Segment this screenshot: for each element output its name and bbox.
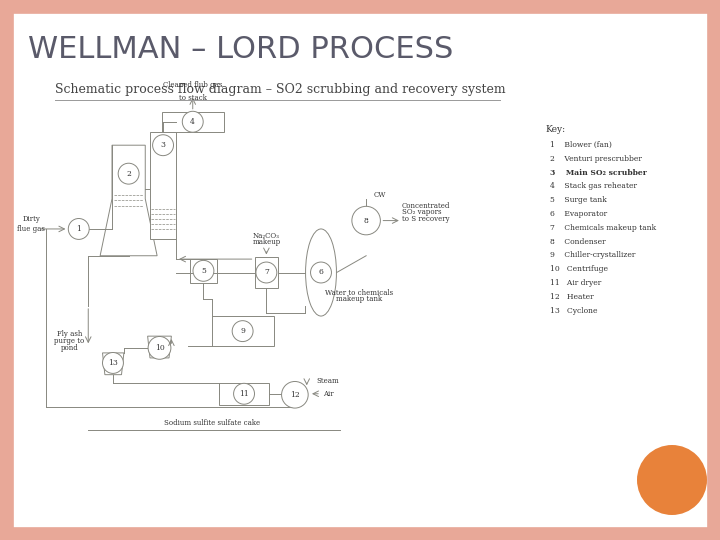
Text: Air: Air xyxy=(323,390,334,398)
Circle shape xyxy=(352,206,380,235)
Text: 9    Chiller-crystallizer: 9 Chiller-crystallizer xyxy=(550,252,635,259)
Text: 5    Surge tank: 5 Surge tank xyxy=(550,196,607,204)
Text: 2: 2 xyxy=(126,170,131,178)
Circle shape xyxy=(232,321,253,342)
Circle shape xyxy=(233,383,254,404)
Ellipse shape xyxy=(305,229,336,316)
Text: Dirty: Dirty xyxy=(22,215,40,223)
Text: 10   Centrifuge: 10 Centrifuge xyxy=(550,265,608,273)
Text: 6    Evaporator: 6 Evaporator xyxy=(550,210,607,218)
Text: 13: 13 xyxy=(108,359,118,367)
Text: CW: CW xyxy=(373,192,386,199)
Text: Schematic process flow diagram – SO2 scrubbing and recovery system: Schematic process flow diagram – SO2 scr… xyxy=(55,84,505,97)
Text: WELLMAN – LORD PROCESS: WELLMAN – LORD PROCESS xyxy=(28,36,454,64)
Text: 9: 9 xyxy=(240,327,245,335)
Text: makeup: makeup xyxy=(252,238,281,246)
Text: 8    Condenser: 8 Condenser xyxy=(550,238,606,246)
Text: 5: 5 xyxy=(201,267,206,275)
Circle shape xyxy=(102,353,123,373)
Circle shape xyxy=(148,336,171,359)
Text: 12   Heater: 12 Heater xyxy=(550,293,593,301)
Bar xyxy=(219,383,269,405)
Text: 6: 6 xyxy=(318,268,323,276)
Circle shape xyxy=(68,219,89,239)
Text: Na₂CO₃: Na₂CO₃ xyxy=(253,232,280,240)
Text: 2    Venturi prescrubber: 2 Venturi prescrubber xyxy=(550,155,642,163)
Bar xyxy=(254,258,278,288)
Circle shape xyxy=(282,381,308,408)
Text: 12: 12 xyxy=(290,391,300,399)
Text: Cleaned flub gas: Cleaned flub gas xyxy=(163,81,222,89)
Text: 1    Blower (fan): 1 Blower (fan) xyxy=(550,141,612,149)
Text: 1: 1 xyxy=(76,225,81,233)
Text: Concentrated: Concentrated xyxy=(402,201,450,210)
Text: 13   Cyclone: 13 Cyclone xyxy=(550,307,598,315)
Text: pond: pond xyxy=(60,344,78,352)
Circle shape xyxy=(118,163,139,184)
Text: SO₂ vapors: SO₂ vapors xyxy=(402,208,441,216)
Text: flue gas: flue gas xyxy=(17,225,45,233)
Text: 10: 10 xyxy=(155,344,164,352)
Text: 3    Main SO₂ scrubber: 3 Main SO₂ scrubber xyxy=(550,168,647,177)
Text: Steam: Steam xyxy=(316,377,339,386)
Text: 7: 7 xyxy=(264,268,269,276)
Circle shape xyxy=(193,260,214,281)
Text: Water to chemicals: Water to chemicals xyxy=(325,288,393,296)
Circle shape xyxy=(256,262,276,283)
Text: makeup tank: makeup tank xyxy=(336,295,382,303)
Bar xyxy=(150,132,176,239)
Polygon shape xyxy=(100,145,157,256)
Circle shape xyxy=(310,262,331,283)
Text: 3: 3 xyxy=(161,141,166,149)
Polygon shape xyxy=(148,336,171,358)
Text: purge to: purge to xyxy=(54,337,84,345)
Text: Fly ash: Fly ash xyxy=(57,330,82,339)
Text: Sodium sulfite sulfate cake: Sodium sulfite sulfate cake xyxy=(163,419,260,427)
Circle shape xyxy=(153,135,174,156)
Circle shape xyxy=(637,445,707,515)
Bar xyxy=(162,112,224,132)
Text: Key:: Key: xyxy=(545,125,565,134)
Circle shape xyxy=(182,111,203,132)
Text: 4    Stack gas reheater: 4 Stack gas reheater xyxy=(550,183,637,191)
Text: 8: 8 xyxy=(364,217,369,225)
Text: to stack: to stack xyxy=(179,94,207,102)
Text: 4: 4 xyxy=(190,118,195,126)
Polygon shape xyxy=(102,353,124,375)
Text: 11   Air dryer: 11 Air dryer xyxy=(550,279,601,287)
Text: 11: 11 xyxy=(239,390,249,398)
Bar xyxy=(190,259,217,282)
Bar xyxy=(212,316,274,346)
Text: to S recovery: to S recovery xyxy=(402,215,449,223)
Text: 7    Chemicals makeup tank: 7 Chemicals makeup tank xyxy=(550,224,656,232)
